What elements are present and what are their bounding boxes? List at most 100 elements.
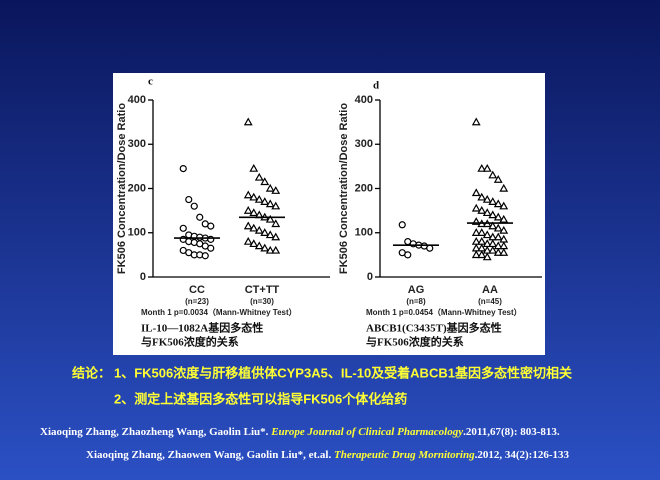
data-point (201, 252, 209, 260)
y-tick-label: 100 (128, 227, 146, 239)
data-point (243, 117, 253, 126)
data-point (493, 232, 503, 241)
data-point (254, 172, 264, 181)
data-point (260, 177, 270, 186)
test-note: Month 1 p=0.0454（Mann-Whitney Test） (366, 307, 522, 317)
y-axis-label: FK506 Concentration/Dose Ratio (116, 103, 128, 274)
data-point (243, 236, 253, 245)
data-point (265, 230, 275, 239)
data-point (265, 183, 275, 192)
data-point (265, 199, 275, 208)
data-point (499, 248, 509, 256)
data-point (488, 245, 498, 254)
ref-authors: Xiaoqing Zhang, Zhaowen Wang, Gaolin Liu… (86, 449, 334, 461)
data-point (404, 251, 412, 259)
y-tick-label: 0 (140, 271, 146, 283)
data-point (249, 239, 259, 248)
data-point (471, 228, 481, 236)
data-point (482, 194, 492, 203)
data-point (471, 188, 481, 197)
y-tick-label: 200 (128, 182, 146, 194)
data-point (249, 223, 259, 232)
data-point (488, 197, 498, 205)
reference: Xiaoqing Zhang, Zhaowen Wang, Gaolin Liu… (86, 449, 569, 461)
data-point (482, 208, 492, 217)
n-label: (n=8) (406, 297, 426, 306)
data-point (265, 245, 275, 254)
data-point (488, 210, 498, 219)
data-point (179, 224, 187, 232)
data-point (254, 225, 264, 234)
ref-citation: .2012, 34(2):126-133 (475, 449, 570, 461)
data-point (243, 221, 253, 230)
conclusion-item: 1、FK506浓度与肝移植供体CYP3A5、IL-10及受着ABCB1基因多态性… (114, 365, 572, 380)
caption: 与FK506浓度的关系 (141, 335, 239, 349)
data-point (260, 228, 270, 236)
data-point (477, 192, 487, 201)
data-point (477, 250, 487, 259)
data-point (271, 219, 281, 228)
data-point (254, 194, 264, 203)
n-label: (n=23) (185, 297, 209, 306)
data-point (488, 221, 498, 230)
data-point (265, 214, 275, 223)
data-point (190, 202, 198, 210)
caption: ABCB1(C3435T)基因多态性 (366, 321, 502, 335)
conclusion-item: 2、测定上述基因多态性可以指导FK506个体化给药 (114, 391, 407, 406)
data-point (477, 163, 487, 172)
data-point (426, 244, 434, 252)
data-point (493, 248, 503, 256)
data-point (499, 214, 509, 223)
data-point (249, 208, 259, 217)
data-point (243, 190, 253, 199)
test-note: Month 1 p=0.0034（Mann-Whitney Test） (141, 307, 297, 317)
ref-citation: .2011,67(8): 803-813. (463, 426, 560, 438)
conclusion-label: 结论： (72, 365, 111, 380)
x-tick-label: CT+TT (245, 284, 280, 296)
data-point (471, 250, 481, 259)
y-tick-label: 100 (355, 227, 373, 239)
ref-journal: Europe Journal of Clinical Pharmacology (270, 426, 463, 438)
data-point (249, 163, 259, 172)
data-point (271, 245, 281, 254)
y-tick-label: 200 (355, 182, 373, 194)
data-point (179, 164, 187, 173)
figure-panel (113, 73, 545, 355)
data-point (271, 201, 281, 210)
data-point (493, 175, 503, 183)
data-point (477, 228, 487, 236)
data-point (493, 199, 503, 208)
data-point (499, 225, 509, 234)
x-tick-label: CC (189, 284, 205, 296)
data-point (471, 203, 481, 212)
data-point (185, 195, 193, 204)
data-point (207, 222, 215, 230)
data-point (271, 232, 281, 241)
ref-authors: Xiaoqing Zhang, Zhaozheng Wang, Gaolin L… (40, 426, 271, 438)
n-label: (n=30) (250, 297, 274, 306)
y-tick-label: 0 (367, 271, 373, 283)
caption: 与FK506浓度的关系 (366, 335, 464, 349)
y-tick-label: 300 (128, 138, 146, 150)
y-axis-label: FK506 Concentration/Dose Ratio (338, 103, 350, 274)
data-point (260, 197, 270, 205)
n-label: (n=45) (478, 297, 502, 306)
y-tick-label: 400 (128, 94, 146, 106)
data-point (482, 252, 492, 261)
data-point (477, 206, 487, 214)
data-point (493, 223, 503, 232)
panel-label: d (373, 80, 379, 92)
caption: IL-10—1082A基因多态性 (141, 321, 263, 335)
data-point (243, 206, 253, 214)
data-point (499, 201, 509, 210)
y-tick-label: 300 (355, 138, 373, 150)
data-point (260, 243, 270, 252)
data-point (398, 221, 406, 229)
data-point (271, 186, 281, 194)
data-point (249, 192, 259, 201)
data-point (499, 183, 509, 192)
data-point (207, 244, 215, 252)
data-point (488, 170, 498, 179)
data-point (493, 212, 503, 221)
